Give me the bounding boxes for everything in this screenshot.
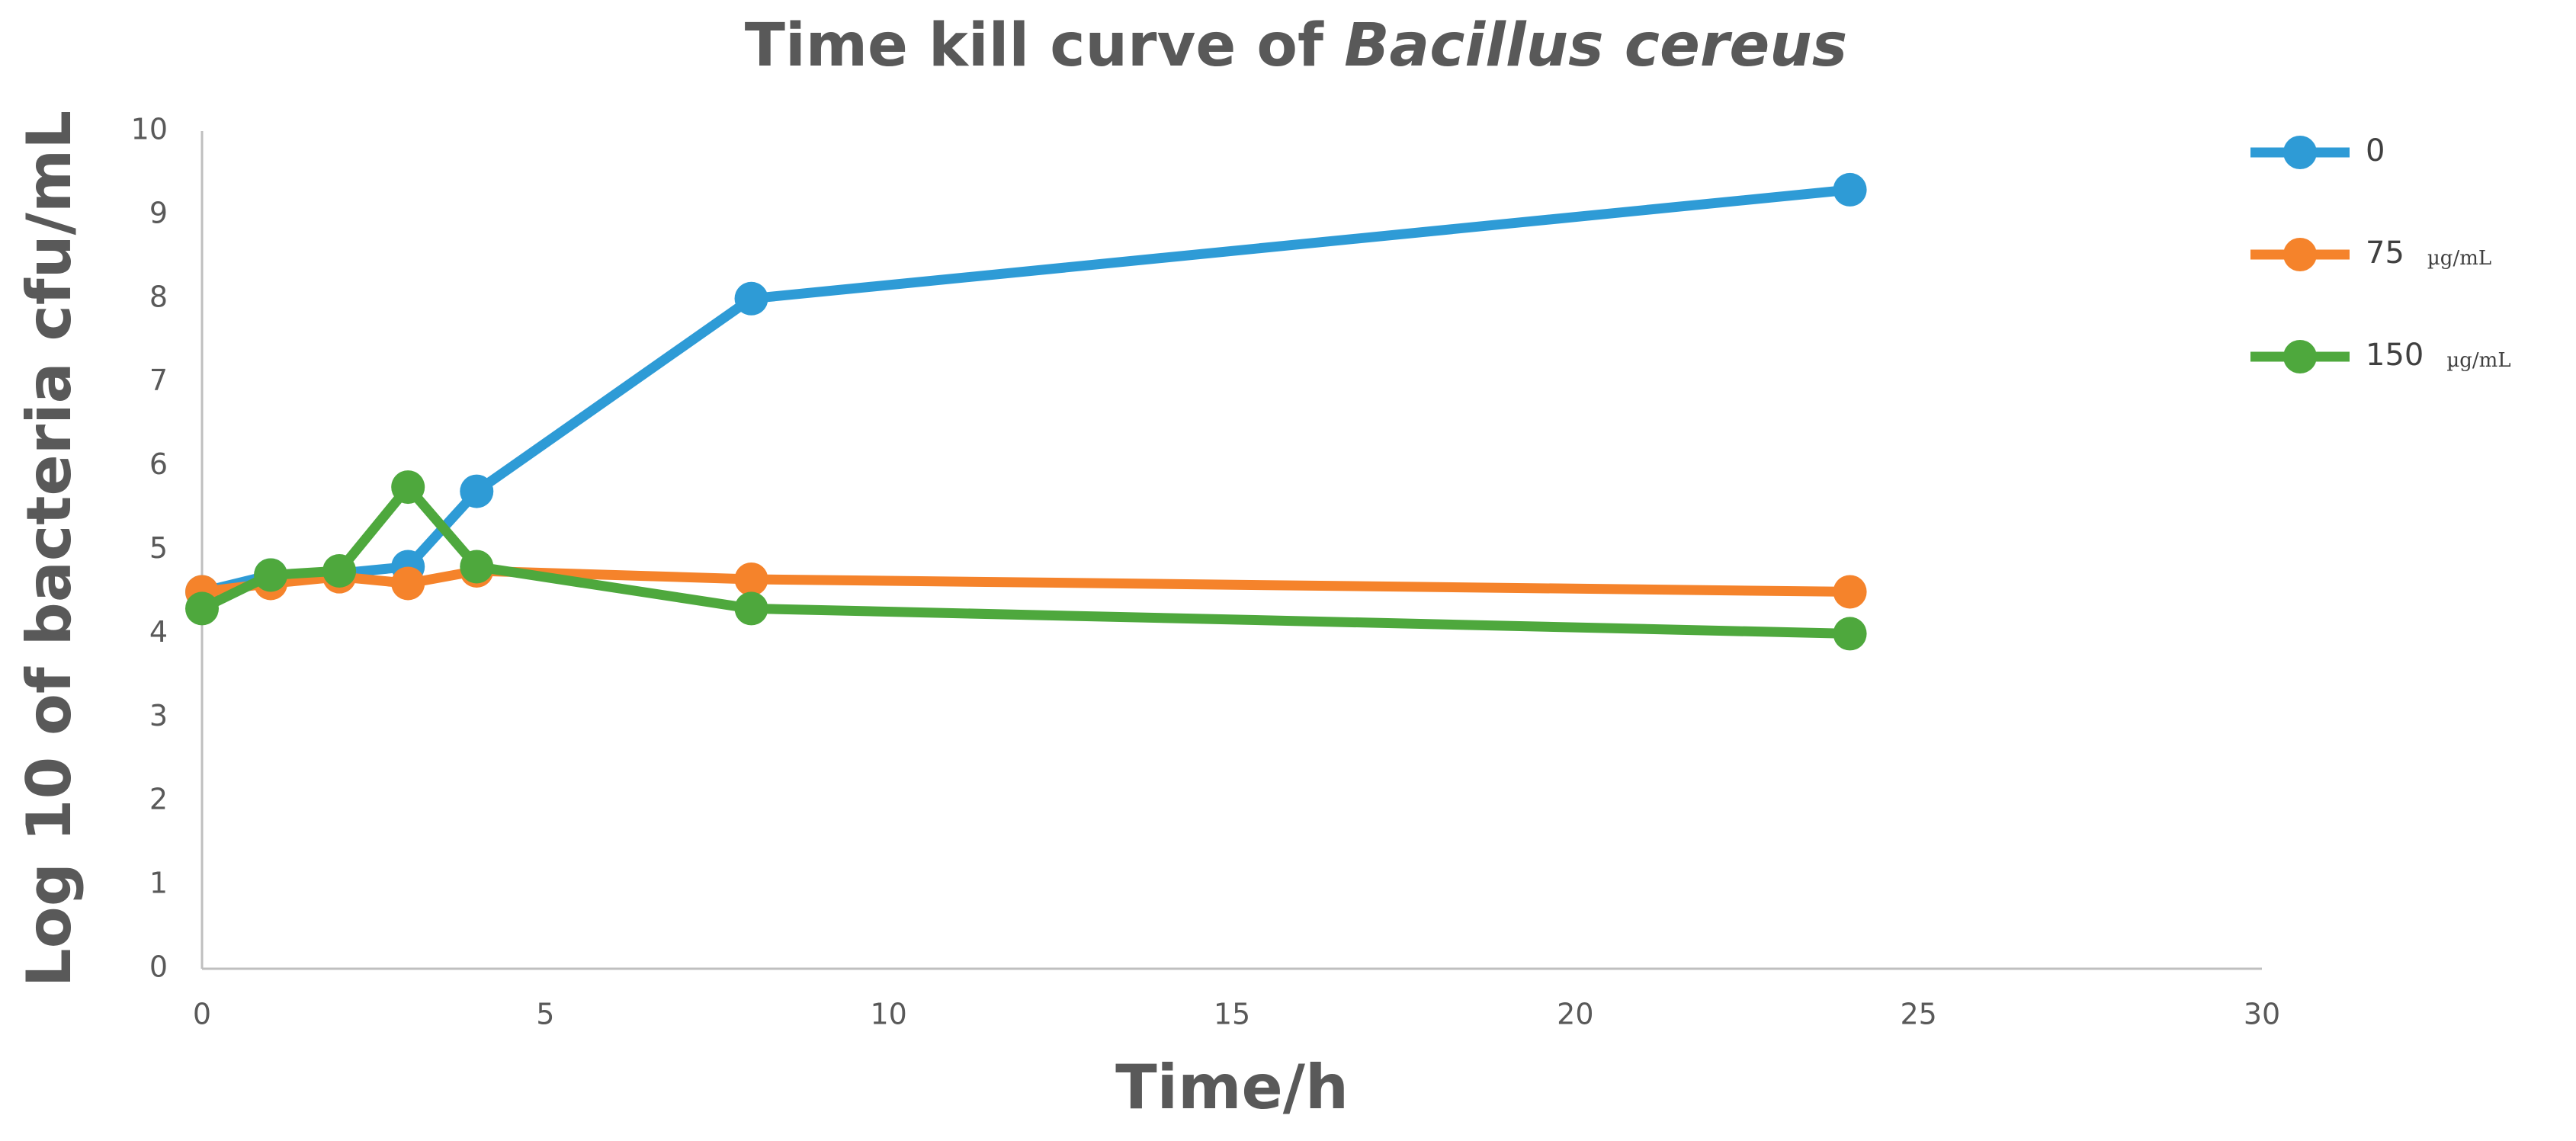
data-point <box>734 281 768 316</box>
x-axis-label: Time/h <box>1115 1052 1349 1123</box>
y-tick-label: 7 <box>149 364 168 397</box>
title-text: Time kill curve of <box>745 11 1324 80</box>
data-point <box>1833 617 1867 651</box>
chart-title: Time kill curve of Bacillus cereus <box>745 11 1847 80</box>
data-point <box>254 558 288 592</box>
y-tick-label: 5 <box>149 531 168 565</box>
y-tick-label: 0 <box>149 950 168 984</box>
legend-marker <box>2283 238 2317 271</box>
legend-name: 75 <box>2366 236 2404 271</box>
legend-name: 0 <box>2366 133 2385 168</box>
x-tick-label: 15 <box>1214 998 1250 1031</box>
data-point <box>1833 172 1867 207</box>
data-point <box>322 553 357 588</box>
data-point <box>391 470 425 505</box>
x-tick-label: 20 <box>1557 998 1593 1031</box>
title-italic: Bacillus cereus <box>1344 11 1847 80</box>
legend-marker <box>2283 340 2317 373</box>
x-tick-label: 10 <box>870 998 906 1031</box>
series-line <box>200 482 1850 639</box>
legend-label: 150 µg/mL <box>2366 338 2511 373</box>
y-tick-label: 1 <box>149 867 168 900</box>
x-tick-label: 5 <box>536 998 554 1031</box>
y-axis-label: Log 10 of bacteria cfu/mL <box>14 111 85 987</box>
y-tick-label: 9 <box>149 196 168 229</box>
data-point <box>734 562 768 596</box>
legend-unit: µg/mL <box>2427 247 2491 270</box>
y-tick-label: 8 <box>149 280 168 313</box>
x-tick-label: 30 <box>2244 998 2280 1031</box>
x-tick-label: 25 <box>1900 998 1936 1031</box>
y-tick-label: 2 <box>149 783 168 816</box>
legend-name: 150 <box>2366 338 2424 373</box>
data-point <box>1833 575 1867 609</box>
y-tick-label: 10 <box>131 113 168 146</box>
series-line <box>201 566 1850 597</box>
x-tick-label: 0 <box>193 998 211 1031</box>
data-point <box>460 550 494 584</box>
legend-label: 0 <box>2366 133 2385 168</box>
data-point <box>734 591 768 626</box>
y-tick-label: 4 <box>149 615 168 649</box>
y-tick-label: 6 <box>149 447 168 481</box>
legend-unit: µg/mL <box>2446 349 2510 372</box>
data-point <box>460 474 494 508</box>
legend-marker <box>2283 136 2317 169</box>
legend-label: 75 µg/mL <box>2366 236 2491 271</box>
data-point <box>391 566 425 601</box>
data-point <box>185 591 219 626</box>
y-tick-label: 3 <box>149 699 168 732</box>
